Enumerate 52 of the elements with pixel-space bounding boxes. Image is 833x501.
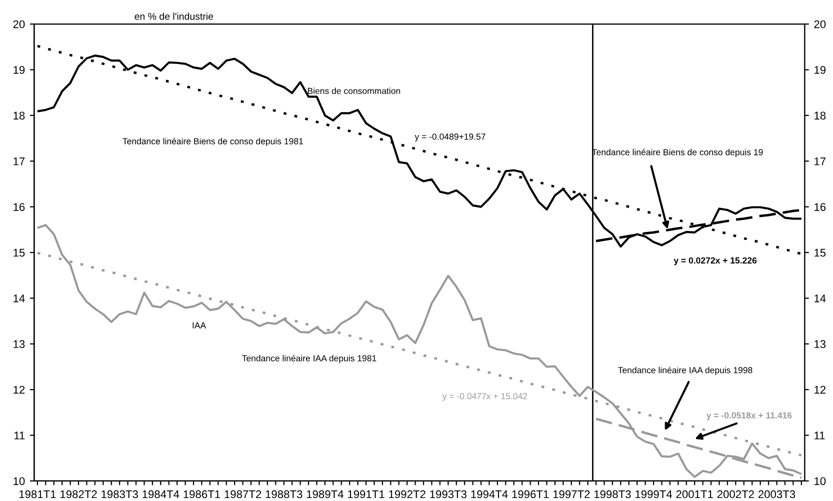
y2-tick-label: 16 bbox=[814, 203, 826, 211]
y-tick-label: 17 bbox=[14, 158, 25, 166]
x-tick-label: 1996T1 bbox=[512, 490, 549, 498]
series-label: IAA bbox=[192, 322, 206, 328]
text: Tendance linéaire IAA depuis 1998 bbox=[618, 366, 752, 375]
y-axis-title: en % de l'industrie bbox=[134, 12, 214, 20]
series-label: Biens de consommation bbox=[308, 88, 400, 94]
line-series bbox=[36, 224, 802, 478]
annotation: y = -0.0477x + 15.042 bbox=[442, 393, 528, 401]
y-tick-label: 18 bbox=[14, 112, 25, 120]
x-tick-label: 1984T4 bbox=[142, 490, 180, 498]
y2-tick-label: 20 bbox=[814, 20, 826, 28]
y2-tick-label: 14 bbox=[814, 294, 826, 302]
series-label: Tendance linéaire IAA depuis 1981 bbox=[242, 354, 376, 364]
annotation: y = -0.0489+19.57 bbox=[414, 134, 486, 142]
y-tick-label: 12 bbox=[14, 386, 25, 394]
y-tick-label: 14 bbox=[14, 294, 25, 302]
text: Tendance linéaire Biens de conso depuis 1981 bbox=[122, 138, 303, 146]
x-tick-label: 1994T4 bbox=[471, 490, 508, 498]
x-tick-label: 1983T3 bbox=[102, 490, 138, 498]
x-tick-label: 1987T2 bbox=[224, 490, 262, 498]
annotation: y = -0.0518x + 11.416 bbox=[706, 412, 792, 420]
x-tick-label: 1998T3 bbox=[594, 490, 631, 498]
x-tick-label: 1991T1 bbox=[348, 490, 384, 498]
y2-tick-label: 17 bbox=[814, 158, 826, 166]
y-tick-label: 11 bbox=[14, 432, 25, 440]
y-tick-label: 10 bbox=[14, 477, 25, 486]
y2-tick-label: 10 bbox=[814, 477, 826, 486]
annotation: y = 0.0272x + 15.226 bbox=[674, 257, 757, 266]
y2-tick-label: 13 bbox=[814, 340, 826, 348]
x-tick-label: 1982T2 bbox=[60, 490, 97, 498]
y2-tick-label: 19 bbox=[814, 66, 826, 74]
y-tick-label: 15 bbox=[14, 248, 25, 257]
x-tick-label: 2001T1 bbox=[676, 490, 713, 498]
y2-tick-label: 15 bbox=[814, 248, 826, 257]
x-tick-label: 1988T3 bbox=[266, 490, 302, 498]
y-tick-label: 19 bbox=[14, 66, 25, 74]
y2-tick-label: 12 bbox=[814, 386, 826, 394]
x-tick-label: 1993T3 bbox=[430, 490, 467, 498]
x-tick-label: 1981T1 bbox=[19, 490, 56, 498]
x-tick-label: 1997T2 bbox=[553, 490, 590, 498]
x-tick-label: 1986T1 bbox=[184, 490, 220, 498]
y-tick-label: 20 bbox=[13, 20, 25, 28]
y-tick-label: 16 bbox=[14, 203, 25, 211]
x-tick-label: 1989T4 bbox=[306, 490, 344, 498]
x-tick-label: 2003T3 bbox=[758, 490, 796, 498]
x-tick-label: 2002T2 bbox=[717, 490, 754, 498]
y2-tick-label: 18 bbox=[814, 112, 826, 120]
x-tick-label: 1992T2 bbox=[389, 490, 426, 498]
y2-tick-label: 11 bbox=[814, 432, 825, 440]
y-tick-label: 13 bbox=[14, 340, 25, 348]
x-tick-label: 1999T4 bbox=[636, 490, 672, 498]
